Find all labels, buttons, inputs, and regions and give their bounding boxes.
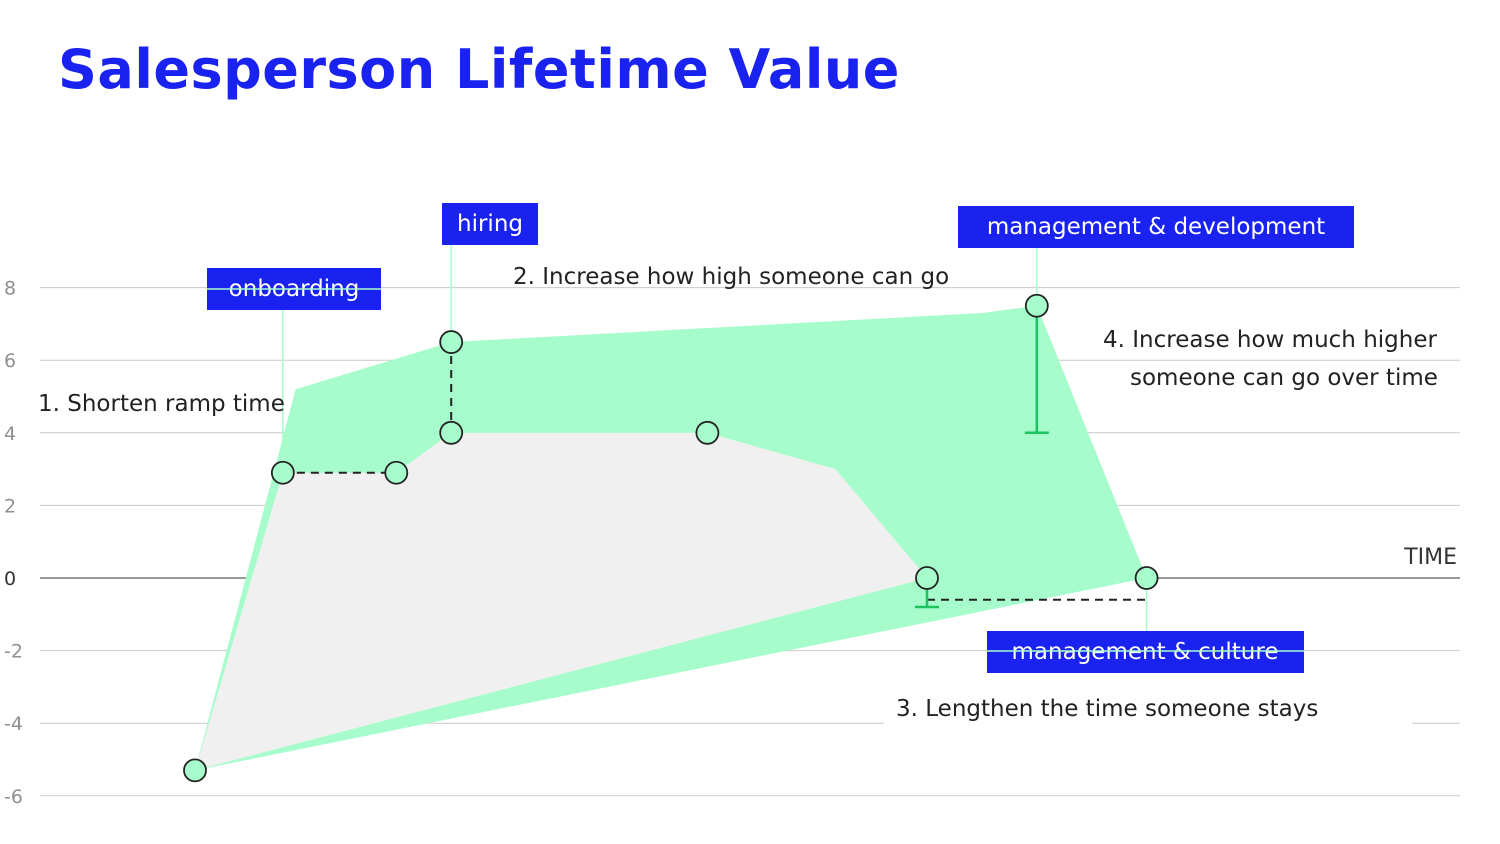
tag-management-culture: management & culture bbox=[987, 631, 1304, 673]
y-tick-label-6: -4 bbox=[4, 713, 23, 735]
data-point-0 bbox=[183, 758, 207, 783]
area-layer bbox=[195, 305, 1147, 771]
y-tick-label-4: 0 bbox=[4, 568, 16, 590]
annotation-higher-line2: someone can go over time bbox=[1130, 365, 1438, 391]
data-point-3 bbox=[439, 330, 464, 354]
tag-management-development-label: management & development bbox=[987, 214, 1325, 240]
data-point-5 bbox=[695, 420, 720, 445]
y-tick-label-3: 2 bbox=[4, 495, 16, 517]
label-layer: TIME 1. Shorten ramp time 2. Increase ho… bbox=[38, 264, 1457, 729]
annotation-stays-backdrop bbox=[884, 685, 1412, 729]
tag-management-culture-box bbox=[987, 631, 1304, 673]
y-tick-label-2: 4 bbox=[4, 423, 16, 445]
annotation-higher-line1: 4. Increase how much higher bbox=[1103, 327, 1437, 353]
y-tick-label-7: -6 bbox=[4, 786, 23, 808]
annotation-high: 2. Increase how high someone can go bbox=[513, 264, 949, 290]
data-point-8 bbox=[1134, 566, 1159, 590]
y-tick-label-5: -2 bbox=[4, 641, 23, 663]
data-point-1 bbox=[270, 460, 295, 485]
data-point-7 bbox=[915, 566, 939, 590]
overlay-layer bbox=[207, 288, 1304, 652]
y-tick-label-0: 8 bbox=[4, 278, 16, 300]
tag-management-development-box bbox=[958, 206, 1354, 248]
tag-hiring-box bbox=[442, 203, 538, 245]
x-axis-label: TIME bbox=[1403, 545, 1457, 570]
data-point-4 bbox=[439, 420, 464, 445]
tag-management-development: management & development bbox=[958, 206, 1354, 248]
data-point-6 bbox=[1024, 293, 1049, 318]
y-tick-label-1: 6 bbox=[4, 350, 16, 372]
data-point-2 bbox=[384, 460, 409, 485]
annotation-ramp: 1. Shorten ramp time bbox=[38, 391, 285, 417]
baseline-area bbox=[195, 432, 927, 771]
marker-layer bbox=[183, 293, 1159, 783]
tag-management-culture-label: management & culture bbox=[1012, 639, 1279, 665]
tag-hiring: hiring bbox=[442, 203, 538, 245]
page-title: Salesperson Lifetime Value bbox=[58, 38, 900, 101]
tag-hiring-label: hiring bbox=[457, 211, 523, 237]
annotation-stays: 3. Lengthen the time someone stays bbox=[896, 696, 1318, 722]
